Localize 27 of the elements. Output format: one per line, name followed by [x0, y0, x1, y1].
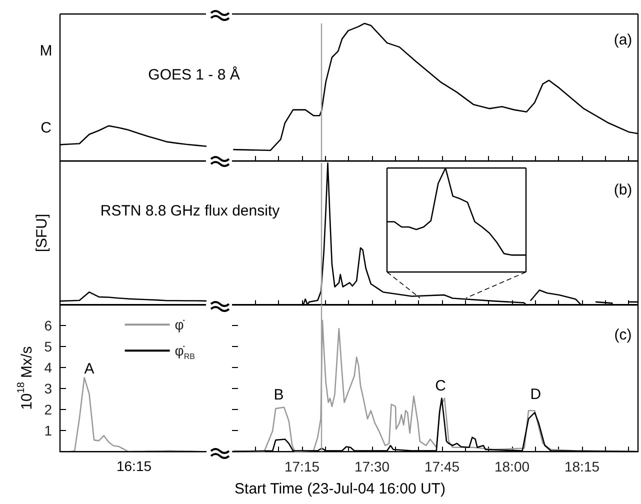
x-tick-label: 18:00	[494, 458, 530, 475]
text: 16:15	[116, 458, 152, 474]
x-tick-label: 17:30	[354, 458, 390, 475]
annotation: (b)	[614, 182, 632, 198]
y-tick-label: 5	[44, 338, 52, 355]
y-tick-label: 4	[44, 360, 52, 376]
legend-label: φ̇	[174, 316, 185, 333]
x-tick-label: 17:45	[424, 458, 460, 475]
annotation: GOES 1 - 8 Å	[148, 66, 240, 84]
y-tick-label: 2	[44, 402, 52, 418]
annotation: C	[435, 378, 446, 394]
y-axis-title: 1018 Mx/s	[16, 346, 36, 410]
y-axis-title: [SFU]	[34, 214, 50, 252]
annotation: D	[530, 386, 542, 403]
x-axis-title: Start Time (23-Jul-04 16:00 UT)	[234, 480, 446, 498]
annotation: B	[274, 386, 284, 404]
x-tick-label: 17:15	[284, 458, 320, 475]
annotation: A	[84, 360, 94, 378]
annotation: RSTN 8.8 GHz flux density	[100, 202, 280, 220]
x-tick-label: 18:15	[564, 458, 600, 475]
annotation: (c)	[614, 326, 632, 344]
y-tick-label: 3	[44, 380, 52, 397]
y-tick-label: 1	[44, 422, 52, 439]
annotation: (a)	[614, 32, 632, 48]
y-tick-label: 6	[44, 318, 52, 334]
text: C	[40, 120, 52, 136]
text: M	[40, 42, 52, 60]
